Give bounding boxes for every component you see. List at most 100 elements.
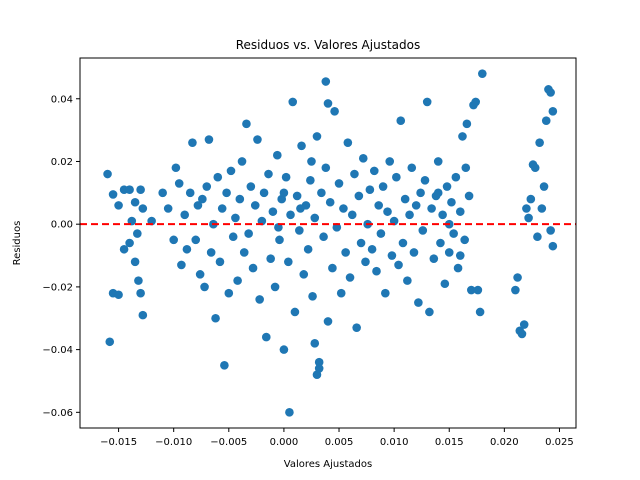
data-point	[286, 210, 295, 220]
data-point	[195, 270, 205, 279]
data-point	[264, 169, 273, 179]
data-point	[220, 360, 229, 370]
data-point	[372, 266, 381, 276]
data-point	[478, 69, 487, 78]
data-point	[103, 169, 112, 179]
data-point	[473, 285, 483, 295]
data-point	[400, 194, 410, 204]
x-tick-label: 0.020	[490, 437, 519, 448]
data-point	[325, 197, 335, 207]
data-point	[323, 317, 333, 326]
data-point	[447, 197, 456, 207]
data-point	[453, 263, 463, 273]
y-tick-label: 0.04	[51, 94, 73, 105]
data-point	[321, 163, 331, 173]
data-point	[398, 238, 408, 248]
data-point	[204, 135, 214, 144]
data-point	[237, 157, 247, 166]
data-point	[387, 251, 397, 260]
data-point	[345, 273, 355, 282]
data-point	[475, 307, 485, 317]
plot-area-frame	[79, 57, 577, 429]
data-point	[330, 107, 339, 116]
data-point	[317, 188, 326, 198]
data-point	[250, 201, 260, 210]
data-point	[409, 248, 419, 257]
data-point	[343, 138, 353, 147]
data-point	[471, 97, 481, 107]
data-point	[341, 248, 350, 257]
data-point	[546, 226, 555, 235]
data-point	[259, 188, 269, 198]
x-tick-label: 0.015	[435, 437, 464, 448]
data-point	[275, 235, 284, 245]
x-tick-label: 0.010	[380, 437, 409, 448]
data-point	[416, 188, 425, 198]
data-point	[537, 204, 547, 213]
y-tick-label: −0.04	[42, 345, 73, 356]
data-point	[310, 213, 320, 223]
data-point	[519, 320, 529, 329]
x-tick-label: −0.015	[100, 437, 137, 448]
data-point	[268, 207, 278, 216]
data-point	[130, 257, 140, 267]
data-point	[158, 188, 167, 198]
data-point	[361, 257, 370, 267]
data-point	[358, 154, 368, 163]
data-point	[328, 263, 337, 273]
data-point	[174, 179, 184, 188]
data-point	[427, 204, 436, 213]
data-point	[270, 282, 280, 292]
data-point	[125, 185, 134, 194]
data-point	[407, 163, 417, 173]
data-point	[248, 263, 258, 273]
data-point	[105, 337, 115, 347]
data-point	[108, 190, 118, 199]
data-point	[231, 213, 240, 223]
data-point	[336, 288, 346, 298]
data-point	[319, 232, 328, 242]
data-point	[354, 191, 364, 201]
data-point	[405, 210, 414, 220]
data-point	[383, 207, 392, 216]
data-point	[524, 213, 533, 223]
data-point	[374, 201, 384, 210]
data-point	[451, 172, 461, 182]
data-point	[546, 88, 555, 97]
data-point	[367, 244, 377, 254]
data-point	[517, 329, 527, 339]
data-point	[314, 364, 324, 373]
data-point	[321, 77, 331, 86]
data-point	[312, 132, 322, 141]
data-point	[213, 172, 223, 182]
data-point	[433, 157, 443, 166]
data-point	[281, 172, 291, 182]
data-point	[461, 163, 471, 173]
chart-title: Residuos vs. Valores Ajustados	[236, 38, 420, 52]
data-point	[130, 197, 140, 207]
data-point	[356, 238, 366, 248]
data-point	[438, 210, 447, 220]
data-point	[226, 166, 236, 176]
data-point	[306, 175, 315, 185]
data-point	[239, 248, 249, 257]
data-point	[526, 194, 536, 204]
data-point	[440, 279, 450, 289]
data-point	[292, 191, 302, 201]
data-point	[464, 191, 474, 201]
data-point	[533, 232, 542, 242]
data-point	[299, 270, 309, 279]
x-axis-label: Valores Ajustados	[284, 459, 372, 470]
data-point	[119, 244, 129, 254]
data-point	[307, 157, 316, 166]
x-axis: −0.015 −0.010 −0.005 0.000 0.005 0.010 0.015 0.…	[100, 428, 574, 448]
data-point	[422, 97, 432, 107]
data-point	[242, 119, 251, 129]
data-point	[308, 292, 317, 301]
data-point	[548, 241, 558, 251]
data-point	[222, 188, 231, 198]
data-point	[352, 323, 361, 332]
x-tick-label: −0.010	[155, 437, 192, 448]
y-axis-label: Residuos	[12, 221, 23, 266]
data-point	[513, 273, 522, 282]
